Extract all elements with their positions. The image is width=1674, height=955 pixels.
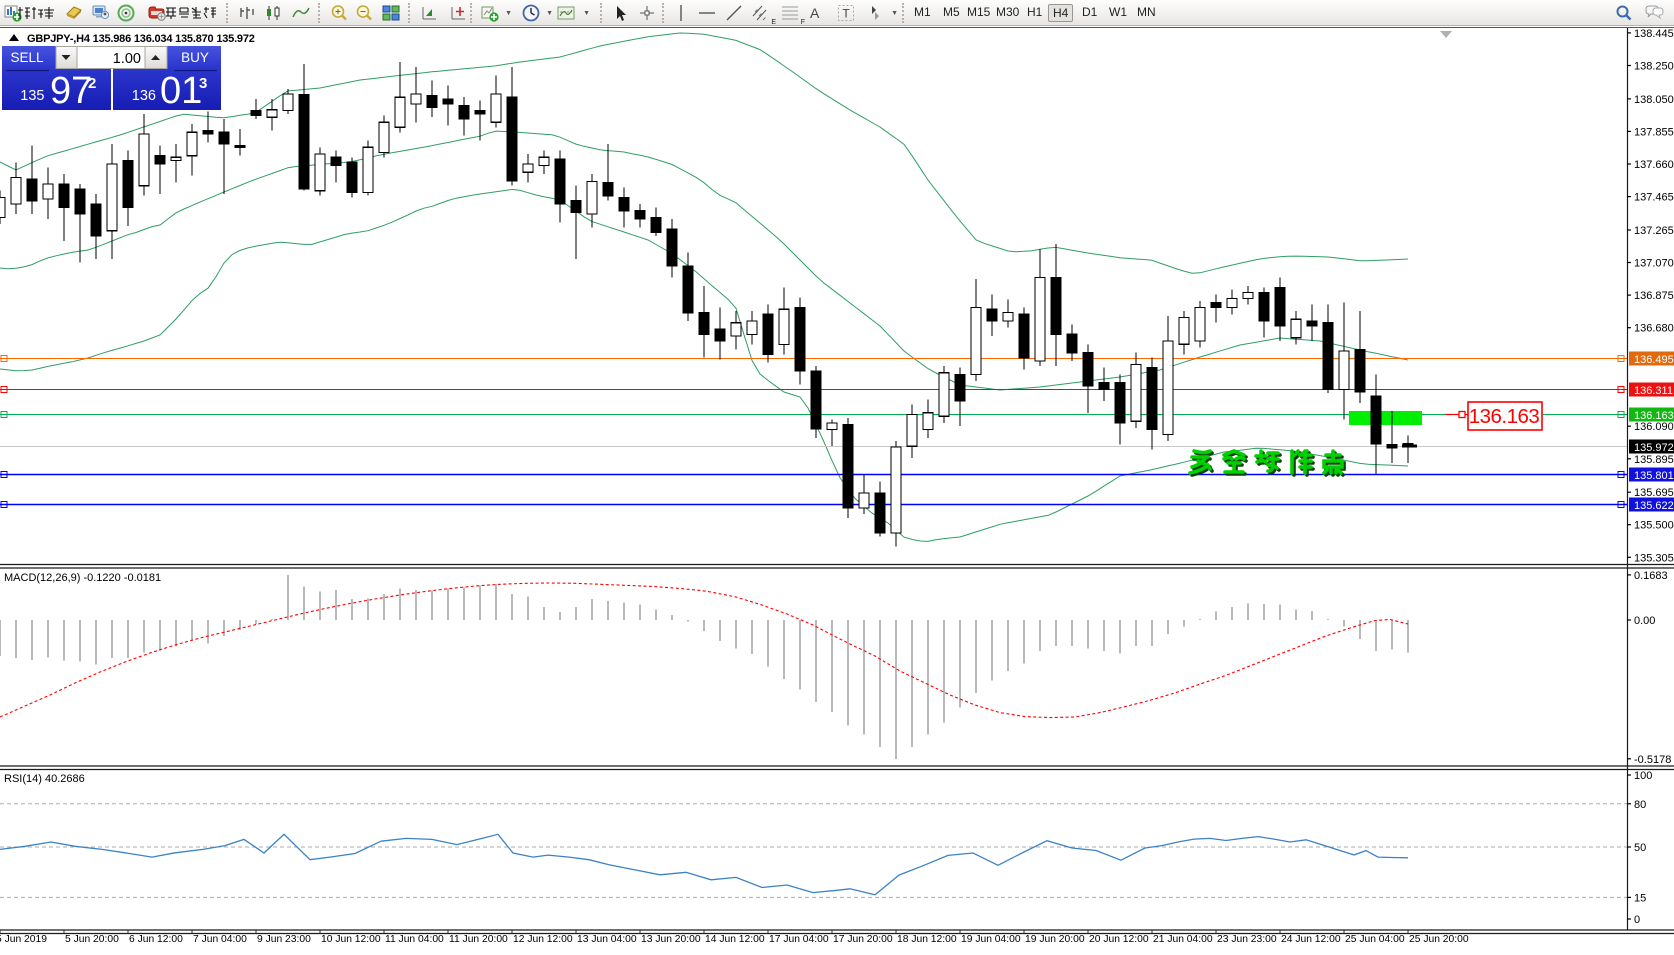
svg-text:11 Jun 20:00: 11 Jun 20:00: [449, 934, 508, 945]
svg-text:17 Jun 20:00: 17 Jun 20:00: [833, 934, 893, 945]
svg-text:135.622: 135.622: [1634, 500, 1674, 512]
svg-text:GBPJPY-,H4 135.986 136.034 13: GBPJPY-,H4 135.986 136.034 135.870 135.9…: [27, 33, 255, 45]
svg-text:136.311: 136.311: [1634, 385, 1673, 397]
svg-text:136.875: 136.875: [1634, 290, 1674, 302]
svg-text:6 Jun 12:00: 6 Jun 12:00: [129, 934, 183, 945]
svg-text:136.495: 136.495: [1634, 354, 1674, 366]
svg-text:50: 50: [1634, 842, 1646, 854]
svg-text:SELL: SELL: [10, 50, 44, 65]
svg-text:137.660: 137.660: [1634, 159, 1674, 171]
svg-text:136: 136: [132, 88, 156, 104]
svg-text:3: 3: [199, 75, 207, 92]
svg-text:11 Jun 04:00: 11 Jun 04:00: [385, 934, 444, 945]
svg-text:17 Jun 04:00: 17 Jun 04:00: [769, 934, 829, 945]
svg-text:100: 100: [1634, 770, 1652, 782]
svg-text:80: 80: [1634, 799, 1646, 811]
svg-text:135.972: 135.972: [1634, 442, 1674, 454]
svg-text:136.163: 136.163: [1634, 410, 1674, 422]
svg-text:135.801: 135.801: [1634, 470, 1674, 482]
svg-text:136.163: 136.163: [1469, 405, 1540, 428]
svg-text:21 Jun 04:00: 21 Jun 04:00: [1153, 934, 1213, 945]
svg-text:23 Jun 23:00: 23 Jun 23:00: [1217, 934, 1277, 945]
svg-text:14 Jun 12:00: 14 Jun 12:00: [705, 934, 765, 945]
svg-text:136.090: 136.090: [1634, 421, 1674, 433]
svg-text:138.050: 138.050: [1634, 94, 1674, 106]
svg-text:25 Jun 20:00: 25 Jun 20:00: [1409, 934, 1469, 945]
svg-text:10 Jun 12:00: 10 Jun 12:00: [321, 934, 381, 945]
svg-text:5 Jun 2019: 5 Jun 2019: [0, 934, 47, 945]
svg-text:135.695: 135.695: [1634, 487, 1674, 499]
svg-text:0.00: 0.00: [1634, 615, 1655, 627]
svg-text:BUY: BUY: [181, 50, 209, 65]
svg-text:135.500: 135.500: [1634, 520, 1674, 532]
svg-text:136.680: 136.680: [1634, 323, 1674, 335]
svg-text:-0.5178: -0.5178: [1634, 754, 1671, 766]
svg-text:7 Jun 04:00: 7 Jun 04:00: [193, 934, 247, 945]
svg-text:20 Jun 12:00: 20 Jun 12:00: [1089, 934, 1149, 945]
svg-text:9 Jun 23:00: 9 Jun 23:00: [257, 934, 311, 945]
svg-text:25 Jun 04:00: 25 Jun 04:00: [1345, 934, 1405, 945]
svg-text:135: 135: [20, 88, 44, 104]
svg-text:137.070: 137.070: [1634, 258, 1674, 270]
svg-text:01: 01: [160, 70, 202, 112]
svg-text:12 Jun 12:00: 12 Jun 12:00: [513, 934, 573, 945]
svg-text:RSI(14) 40.2686: RSI(14) 40.2686: [4, 773, 85, 785]
svg-text:15: 15: [1634, 892, 1646, 904]
svg-text:137.265: 137.265: [1634, 225, 1674, 237]
svg-text:97: 97: [50, 70, 92, 112]
svg-text:138.250: 138.250: [1634, 61, 1674, 73]
svg-text:24 Jun 12:00: 24 Jun 12:00: [1281, 934, 1341, 945]
svg-text:18 Jun 12:00: 18 Jun 12:00: [897, 934, 957, 945]
svg-text:0: 0: [1634, 914, 1640, 926]
svg-text:T: T: [842, 7, 850, 21]
svg-text:137.465: 137.465: [1634, 192, 1674, 204]
svg-text:135.895: 135.895: [1634, 454, 1674, 466]
svg-text:13 Jun 20:00: 13 Jun 20:00: [641, 934, 701, 945]
svg-text:135.305: 135.305: [1634, 552, 1674, 564]
svg-text:19 Jun 20:00: 19 Jun 20:00: [1025, 934, 1085, 945]
svg-text:1.00: 1.00: [113, 51, 141, 67]
svg-text:0.1683: 0.1683: [1634, 570, 1668, 582]
svg-text:19 Jun 04:00: 19 Jun 04:00: [961, 934, 1021, 945]
svg-text:MACD(12,26,9) -0.1220 -0.0181: MACD(12,26,9) -0.1220 -0.0181: [4, 572, 161, 584]
svg-text:5 Jun 20:00: 5 Jun 20:00: [65, 934, 119, 945]
svg-text:137.855: 137.855: [1634, 126, 1674, 138]
svg-text:2: 2: [88, 75, 96, 92]
svg-text:138.445: 138.445: [1634, 28, 1674, 40]
svg-text:13 Jun 04:00: 13 Jun 04:00: [577, 934, 637, 945]
